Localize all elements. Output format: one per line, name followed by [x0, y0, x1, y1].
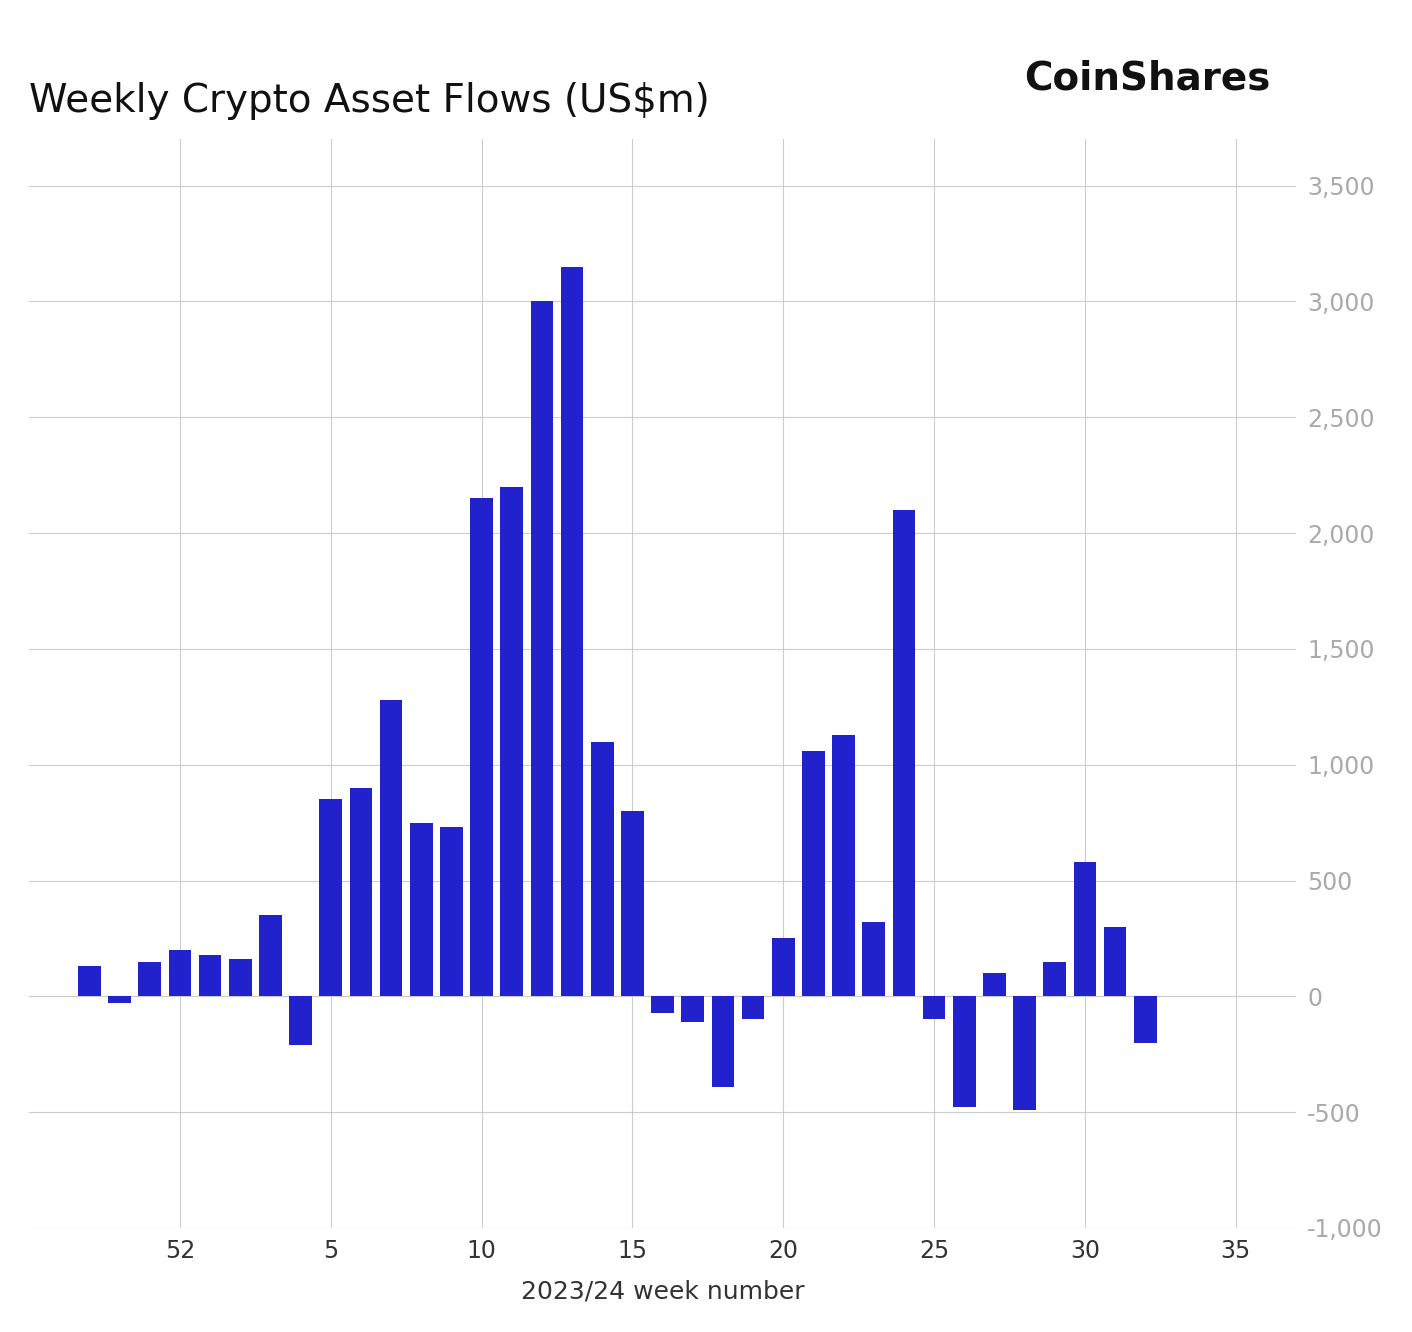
Bar [621, 811, 644, 996]
Bar [260, 915, 282, 996]
Bar [772, 939, 795, 996]
Bar [712, 996, 734, 1087]
Bar [138, 962, 161, 996]
Bar [863, 922, 885, 996]
Bar [592, 742, 614, 996]
Bar [1134, 996, 1156, 1043]
Bar [802, 751, 825, 996]
Bar [199, 955, 222, 996]
X-axis label: 2023/24 week number: 2023/24 week number [521, 1280, 805, 1304]
Bar [168, 950, 191, 996]
Bar [922, 996, 946, 1019]
Bar [1043, 962, 1066, 996]
Bar [892, 510, 915, 996]
Bar [651, 996, 674, 1012]
Bar [350, 787, 373, 996]
Text: CoinShares: CoinShares [1025, 60, 1271, 99]
Bar [1014, 996, 1036, 1110]
Text: Weekly Crypto Asset Flows (US$m): Weekly Crypto Asset Flows (US$m) [30, 81, 710, 120]
Bar [953, 996, 976, 1107]
Bar [1104, 927, 1127, 996]
Bar [319, 799, 342, 996]
Bar [289, 996, 312, 1044]
Bar [109, 996, 131, 1003]
Bar [78, 966, 100, 996]
Bar [470, 498, 493, 996]
Bar [500, 486, 522, 996]
Bar [409, 823, 432, 996]
Bar [441, 827, 463, 996]
Bar [741, 996, 764, 1019]
Bar [380, 699, 402, 996]
Bar [229, 959, 251, 996]
Bar [682, 996, 705, 1022]
Bar [561, 266, 583, 996]
Bar [983, 974, 1005, 996]
Bar [531, 301, 554, 996]
Bar [1073, 862, 1096, 996]
Bar [832, 734, 854, 996]
